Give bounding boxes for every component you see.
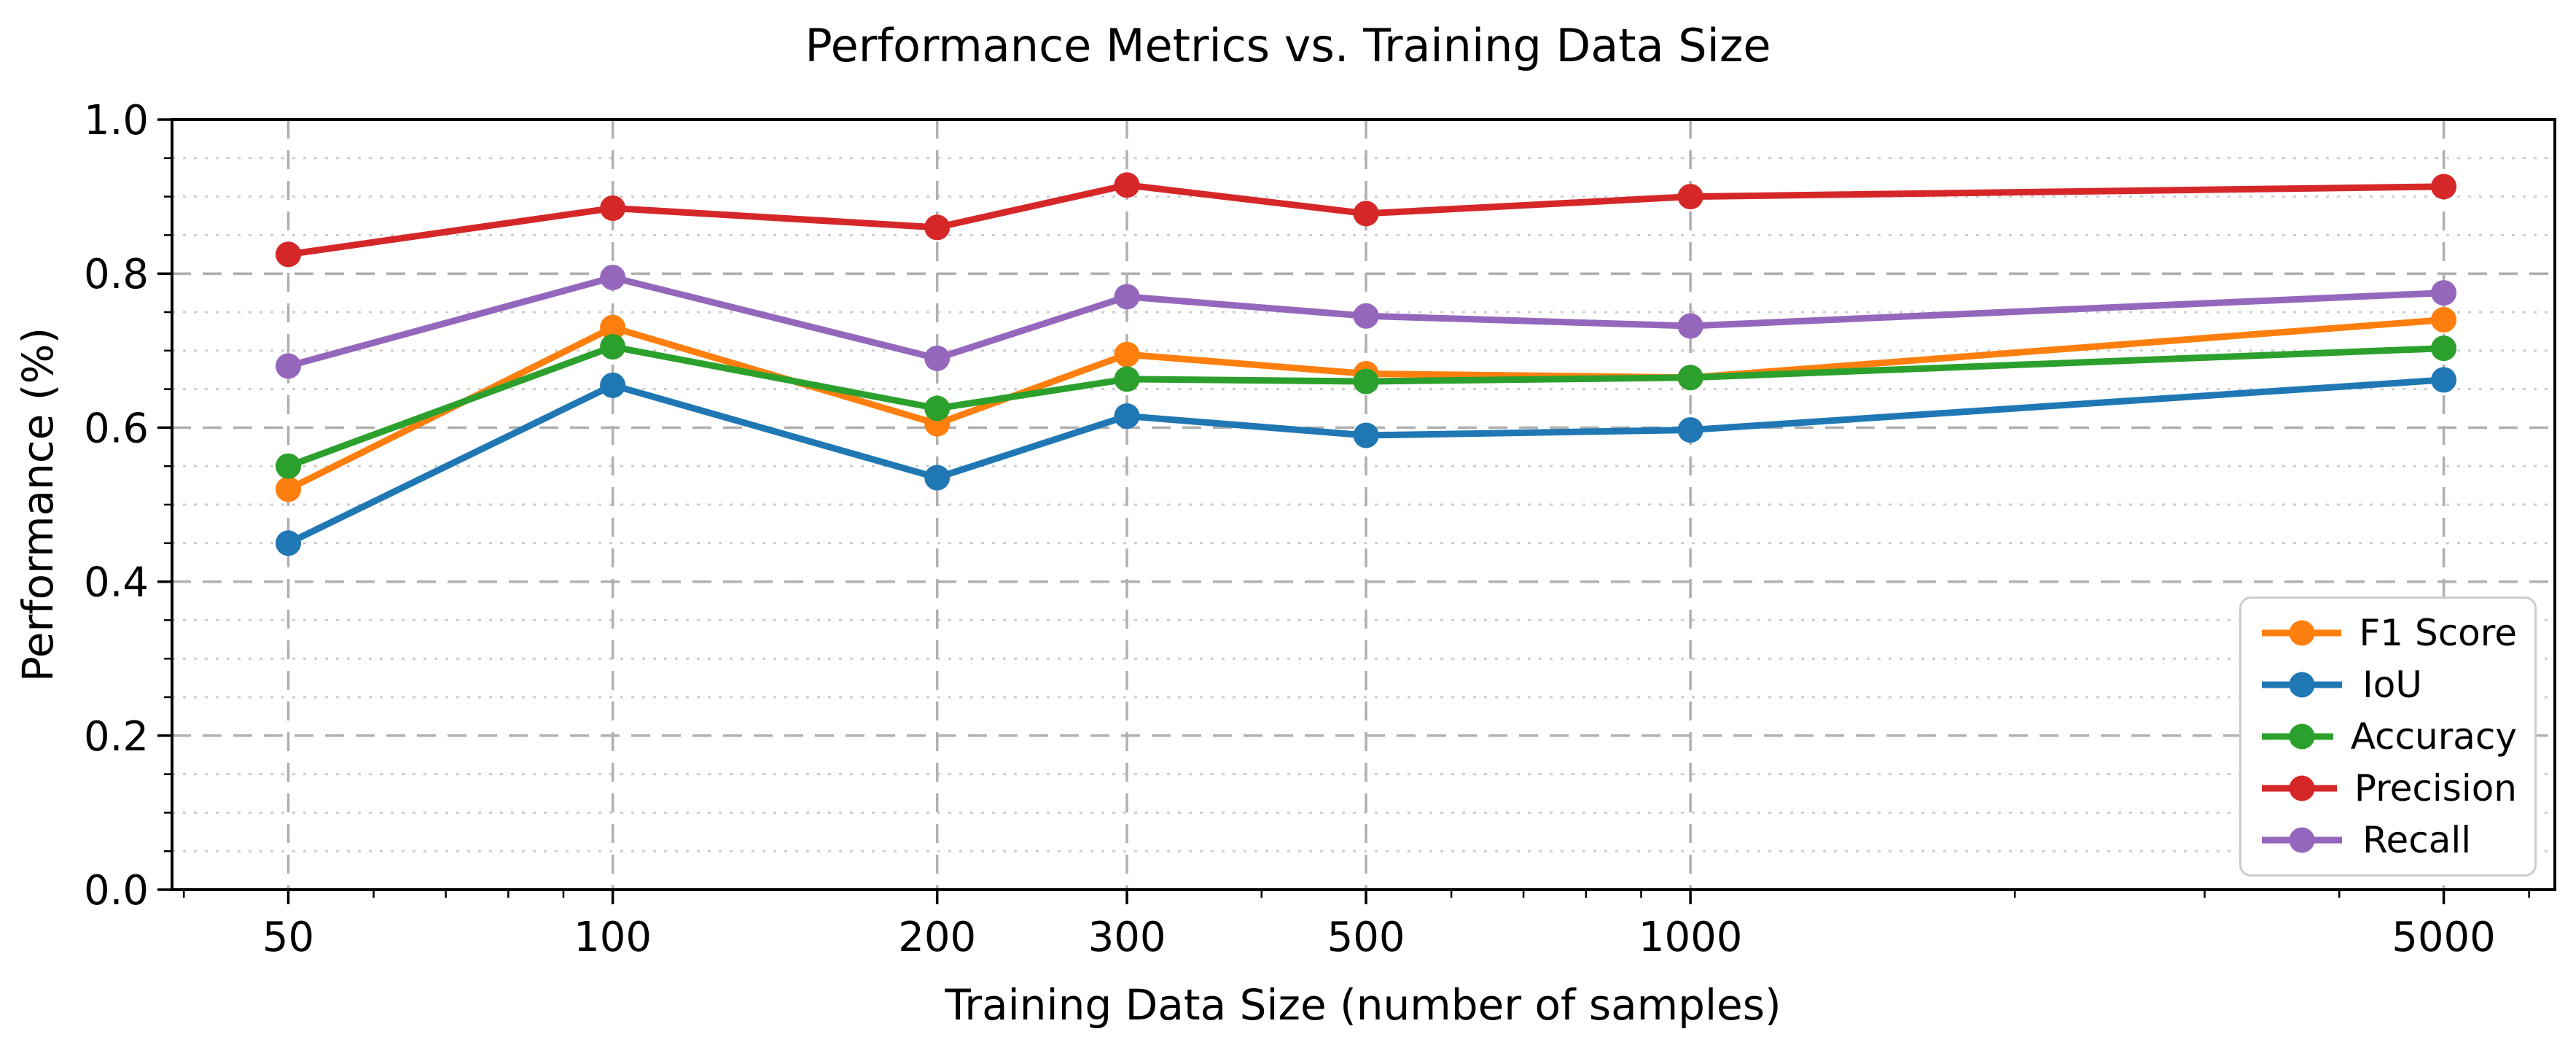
legend-swatch <box>2262 620 2342 646</box>
data-point-precision <box>924 214 951 241</box>
data-point-accuracy <box>924 395 951 422</box>
legend-entry-accuracy: Accuracy <box>2259 715 2517 758</box>
data-point-accuracy <box>1114 366 1140 392</box>
y-axis-tick-label: 0.4 <box>84 559 149 607</box>
chart-title: Performance Metrics vs. Training Data Si… <box>805 19 1771 72</box>
legend-swatch <box>2262 723 2333 750</box>
data-point-recall <box>924 345 951 371</box>
x-axis-tick-label: 5000 <box>2392 914 2496 961</box>
data-point-iou <box>276 530 302 556</box>
legend-label: Recall <box>2362 818 2472 861</box>
legend-label: IoU <box>2362 664 2422 707</box>
data-point-accuracy <box>600 334 626 360</box>
x-axis-tick-label: 500 <box>1327 914 1405 961</box>
data-point-recall <box>600 264 626 290</box>
legend-swatch <box>2262 827 2342 853</box>
legend: F1 Score IoU Accuracy Precision Recall <box>2239 597 2537 877</box>
data-point-f1-score <box>1114 341 1140 368</box>
legend-marker <box>2289 620 2315 646</box>
legend-label: Accuracy <box>2350 715 2517 758</box>
legend-marker <box>2289 723 2315 750</box>
y-axis-tick-label: 0.6 <box>84 405 149 452</box>
data-point-precision <box>2431 174 2457 200</box>
y-axis-tick-label: 0.0 <box>84 867 149 914</box>
y-axis-tick-label: 1.0 <box>84 97 149 144</box>
legend-swatch <box>2262 775 2337 801</box>
legend-entry-iou: IoU <box>2259 664 2517 706</box>
data-point-iou <box>600 372 626 398</box>
data-point-precision <box>1353 201 1379 227</box>
legend-swatch <box>2262 672 2342 698</box>
data-point-recall <box>1353 303 1379 329</box>
data-point-precision <box>1114 172 1140 198</box>
data-point-accuracy <box>276 453 302 479</box>
data-point-precision <box>276 241 302 268</box>
data-point-recall <box>1114 284 1140 310</box>
x-axis-tick-label: 50 <box>262 914 314 961</box>
data-point-accuracy <box>1353 368 1379 395</box>
data-point-f1-score <box>600 314 626 341</box>
data-point-iou <box>1353 422 1379 448</box>
data-point-accuracy <box>1677 365 1703 391</box>
legend-marker <box>2289 775 2315 801</box>
data-point-recall <box>2431 280 2457 306</box>
data-point-recall <box>1677 313 1703 339</box>
legend-label: Precision <box>2354 766 2517 809</box>
legend-marker <box>2289 672 2315 698</box>
x-axis-label: Training Data Size (number of samples) <box>944 980 1781 1030</box>
legend-entry-recall: Recall <box>2259 819 2517 861</box>
data-point-f1-score <box>2431 307 2457 333</box>
legend-entry-f1-score: F1 Score <box>2259 612 2517 654</box>
data-point-accuracy <box>2431 335 2457 362</box>
y-axis-label: Performance (%) <box>13 327 63 682</box>
legend-entry-precision: Precision <box>2259 767 2517 809</box>
data-point-iou <box>2431 367 2457 393</box>
data-point-precision <box>1677 184 1703 210</box>
data-point-iou <box>924 465 951 491</box>
data-point-recall <box>276 353 302 379</box>
y-axis-tick-label: 0.2 <box>84 713 149 761</box>
data-point-f1-score <box>276 476 302 502</box>
x-axis-tick-label: 300 <box>1088 914 1166 961</box>
legend-marker <box>2289 827 2315 853</box>
y-axis-tick-label: 0.8 <box>84 251 149 298</box>
plot-area: 50 100 200 300 500 1000 5000 0.0 0.2 0.4 0.6 0.8 1.0 <box>84 97 2556 961</box>
data-point-iou <box>1114 403 1140 430</box>
data-point-precision <box>600 195 626 221</box>
x-axis-tick-label: 100 <box>574 914 652 961</box>
data-point-iou <box>1677 417 1703 443</box>
x-axis-tick-label: 1000 <box>1639 914 1743 961</box>
x-axis-tick-label: 200 <box>898 914 976 961</box>
legend-label: F1 Score <box>2359 612 2517 655</box>
